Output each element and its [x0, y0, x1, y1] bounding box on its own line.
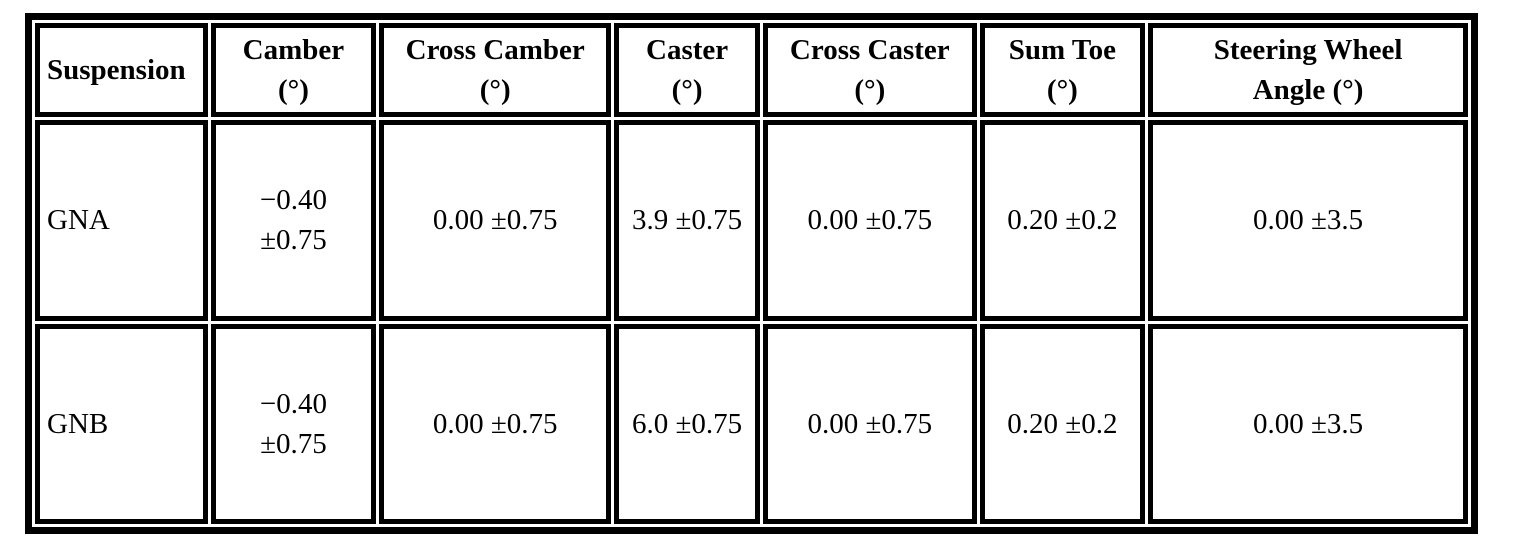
cell-gna-camber: −0.40 ±0.75 — [210, 120, 377, 321]
cell-gnb-suspension: GNB — [35, 323, 208, 524]
cell-gnb-camber: −0.40 ±0.75 — [210, 323, 377, 524]
cell-gna-cross-camber: 0.00 ±0.75 — [379, 120, 612, 321]
cell-gna-cross-caster: 0.00 ±0.75 — [762, 120, 977, 321]
cell-gna-suspension: GNA — [35, 120, 208, 321]
cell-gnb-steering-wheel-angle: 0.00 ±3.5 — [1148, 323, 1468, 524]
cell-gnb-cross-caster: 0.00 ±0.75 — [762, 323, 977, 524]
cell-gnb-sum-toe: 0.20 ±0.2 — [979, 323, 1146, 524]
cell-gnb-cross-camber: 0.00 ±0.75 — [379, 323, 612, 524]
header-cell-sum-toe: Sum Toe (°) — [979, 23, 1146, 118]
cell-gna-caster: 3.9 ±0.75 — [614, 120, 760, 321]
header-row: Suspension Camber (°) Cross Camber (°) C… — [35, 23, 1468, 118]
cell-gna-sum-toe: 0.20 ±0.2 — [979, 120, 1146, 321]
suspension-alignment-table: Suspension Camber (°) Cross Camber (°) C… — [25, 13, 1478, 534]
cell-gnb-caster: 6.0 ±0.75 — [614, 323, 760, 524]
header-cell-cross-camber: Cross Camber (°) — [379, 23, 612, 118]
header-cell-caster: Caster (°) — [614, 23, 760, 118]
table-header: Suspension Camber (°) Cross Camber (°) C… — [35, 23, 1468, 118]
header-cell-steering-wheel-angle: Steering Wheel Angle (°) — [1148, 23, 1468, 118]
cell-gna-steering-wheel-angle: 0.00 ±3.5 — [1148, 120, 1468, 321]
table-row-gna: GNA −0.40 ±0.75 0.00 ±0.75 3.9 ±0.75 0.0… — [35, 120, 1468, 321]
header-cell-cross-caster: Cross Caster (°) — [762, 23, 977, 118]
header-cell-suspension: Suspension — [35, 23, 208, 118]
header-cell-camber: Camber (°) — [210, 23, 377, 118]
table-row-gnb: GNB −0.40 ±0.75 0.00 ±0.75 6.0 ±0.75 0.0… — [35, 323, 1468, 524]
table-body: GNA −0.40 ±0.75 0.00 ±0.75 3.9 ±0.75 0.0… — [35, 120, 1468, 524]
